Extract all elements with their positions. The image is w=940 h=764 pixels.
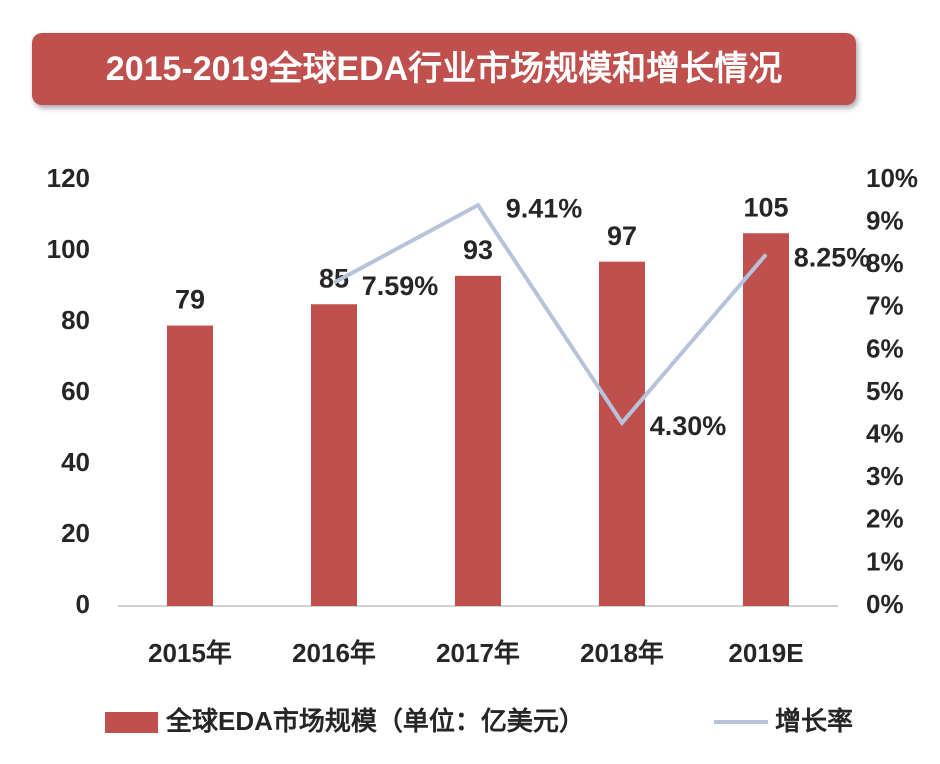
bar-value-label: 93 [463,235,493,265]
chart-title: 2015-2019全球EDA行业市场规模和增长情况 [106,49,782,88]
title-box [32,33,856,105]
bar [455,275,501,606]
x-tick-label: 2019E [728,638,803,668]
y-tick-label: 40 [61,447,90,477]
bar [167,325,213,606]
bar [743,233,789,606]
y2-tick-label: 0% [866,589,904,619]
x-tick-label: 2016年 [292,638,376,668]
y-tick-label: 100 [47,234,90,264]
y-tick-label: 80 [61,305,90,335]
line-value-label: 8.25% [794,243,871,273]
y2-tick-label: 8% [866,248,904,278]
line [333,202,768,427]
y2-tick-label: 10% [866,163,918,193]
bar-value-label: 79 [175,285,205,315]
x-tick-label: 2018年 [580,638,664,668]
y2-tick-label: 1% [866,546,904,576]
y2-tick-label: 5% [866,376,904,406]
legend-label: 增长率 [775,706,853,736]
y2-tick-label: 3% [866,461,904,491]
x-tick-label: 2015年 [148,638,232,668]
x-tick-label: 2017年 [436,638,520,668]
bar-value-label: 97 [607,221,637,251]
y-tick-label: 60 [61,376,90,406]
legend-label: 全球EDA市场规模（单位：亿美元） [165,706,585,736]
line-value-label: 7.59% [362,271,439,301]
y2-tick-label: 4% [866,418,904,448]
y-tick-label: 20 [61,518,90,548]
line-value-label: 4.30% [650,411,727,441]
y2-tick-label: 7% [866,291,904,321]
y2-tick-label: 9% [866,205,904,235]
bar [599,261,645,606]
y2-tick-label: 2% [866,504,904,534]
legend-swatch [105,712,158,733]
y-tick-label: 0 [76,589,90,619]
y2-tick-label: 6% [866,333,904,363]
line-value-label: 9.41% [506,193,583,223]
bar-value-label: 105 [743,192,788,222]
bar [311,304,357,606]
y-tick-label: 120 [47,163,90,193]
